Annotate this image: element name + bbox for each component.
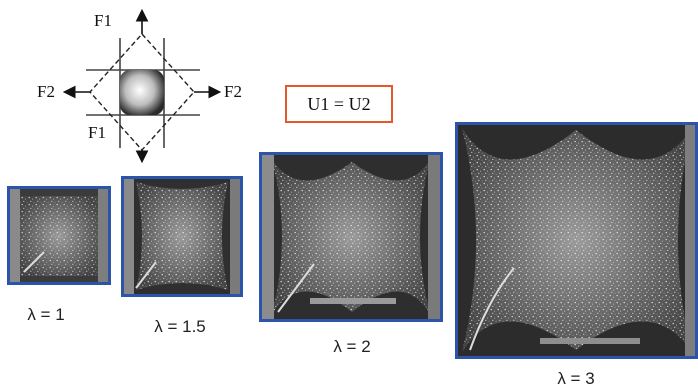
- specimen-photo-4: [455, 122, 698, 359]
- lambda-label-2: λ = 1.5: [154, 317, 206, 336]
- lambda-label-1: λ = 1: [27, 305, 64, 324]
- central-region-icon: [120, 70, 164, 115]
- condition-box: U1 = U2: [285, 85, 393, 123]
- force-label-f2-right: F2: [224, 82, 242, 101]
- specimen-photo-2: [121, 176, 243, 297]
- specimen-photo-3: [259, 152, 443, 322]
- lambda-label-4: λ = 3: [557, 369, 594, 388]
- force-label-f1-top: F1: [94, 11, 112, 30]
- lambda-label-3: λ = 2: [333, 337, 370, 356]
- cruciform-schematic: F1 F1 F2 F2: [37, 8, 242, 164]
- specimen-photo-1: [7, 186, 111, 285]
- force-label-f2-left: F2: [37, 82, 55, 101]
- force-label-f1-bottom: F1: [88, 123, 106, 142]
- condition-text: U1 = U2: [307, 94, 370, 114]
